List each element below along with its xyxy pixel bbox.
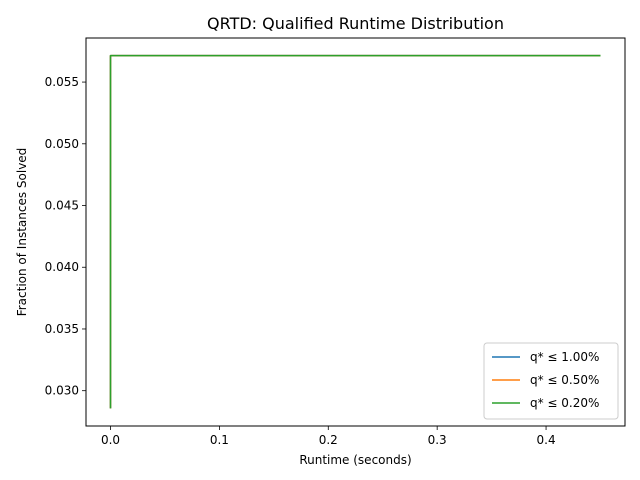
legend-label-1: q* ≤ 1.00%	[530, 350, 599, 364]
chart-title: QRTD: Qualified Runtime Distribution	[207, 14, 504, 33]
y-axis-label: Fraction of Instances Solved	[15, 148, 29, 317]
y-tick-label: 0.055	[45, 75, 79, 89]
legend-items: q* ≤ 1.00% q* ≤ 0.50% q* ≤ 0.20%	[492, 350, 599, 410]
x-tick-label: 0.1	[210, 433, 229, 447]
x-axis-ticks: 0.0 0.1 0.2 0.3 0.4	[101, 426, 556, 447]
y-tick-label: 0.040	[45, 260, 79, 274]
legend-label-2: q* ≤ 0.50%	[530, 373, 599, 387]
axes-frame	[85, 37, 626, 427]
x-tick-label: 0.4	[537, 433, 556, 447]
x-tick-label: 0.2	[319, 433, 338, 447]
y-tick-label: 0.045	[45, 199, 79, 213]
legend-box	[483, 342, 619, 420]
legend-label-3: q* ≤ 0.20%	[530, 396, 599, 410]
y-tick-label: 0.050	[45, 137, 79, 151]
x-axis-label: Runtime (seconds)	[299, 453, 411, 467]
x-tick-label: 0.3	[428, 433, 447, 447]
y-axis-ticks: 0.030 0.035 0.040 0.045 0.050 0.055	[45, 75, 86, 398]
x-tick-label: 0.0	[101, 433, 120, 447]
series-line-3	[109, 54, 601, 409]
legend: q* ≤ 1.00% q* ≤ 0.50% q* ≤ 0.20%	[483, 342, 619, 420]
y-tick-label: 0.035	[45, 322, 79, 336]
series-lines	[109, 54, 601, 409]
y-tick-label: 0.030	[45, 384, 79, 398]
